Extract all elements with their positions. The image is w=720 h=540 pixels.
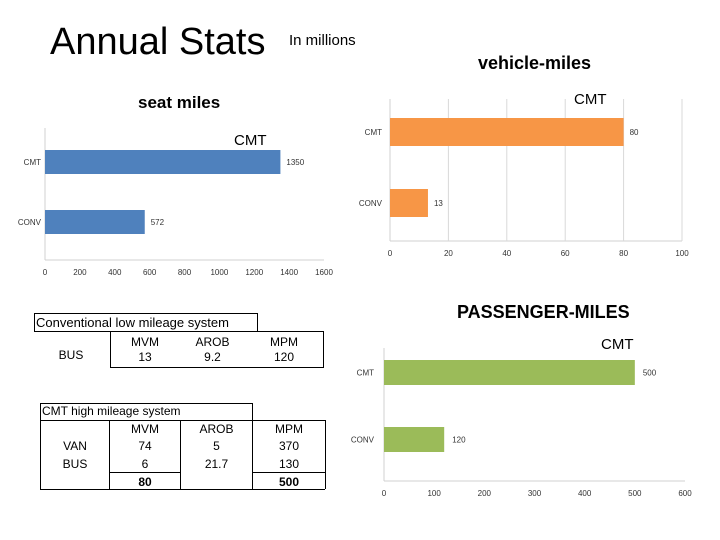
x-tick-label: 1200 — [245, 268, 263, 277]
bar — [390, 189, 428, 217]
x-tick-label: 200 — [478, 489, 492, 498]
data-label: 120 — [452, 436, 466, 445]
seat-miles-plot: 0 200 400 600 800 1000 1200 1400 1600 CMT 1350 CONV… — [18, 128, 333, 277]
table-cell: 21.7 — [204, 457, 229, 471]
x-tick-label: 800 — [178, 268, 192, 277]
data-label: 572 — [151, 218, 165, 227]
x-tick-label: 20 — [444, 249, 453, 258]
x-tick-label: 200 — [73, 268, 87, 277]
data-label: 500 — [643, 369, 657, 378]
bar — [390, 118, 624, 146]
row-label: BUS — [62, 457, 88, 471]
x-tick-label: 100 — [675, 249, 689, 258]
table-title: CMT high mileage system — [42, 404, 181, 418]
passenger-miles-plot: 0 100 200 300 400 500 600 CMT 500 CONV 120 — [351, 348, 692, 498]
chart-annotation: CMT — [601, 336, 634, 353]
vehicle-miles-plot: 0 20 40 60 80 100 CMT 80 CONV 13 — [359, 99, 689, 258]
data-label: 1350 — [286, 158, 304, 167]
x-tick-label: 40 — [502, 249, 511, 258]
table-total-cell: 80 — [138, 475, 152, 489]
x-tick-label: 0 — [388, 249, 393, 258]
y-tick-label: CONV — [18, 218, 42, 227]
x-tick-label: 1000 — [210, 268, 228, 277]
chart-annotation: CMT — [234, 132, 267, 149]
x-tick-label: 600 — [678, 489, 692, 498]
x-tick-label: 1400 — [280, 268, 298, 277]
y-tick-label: CMT — [365, 128, 382, 137]
table-cell: 6 — [141, 457, 149, 471]
table-cell: 9.2 — [204, 350, 221, 364]
chart-title: seat miles — [138, 93, 221, 112]
y-tick-label: CMT — [357, 369, 374, 378]
column-header: AROB — [199, 422, 234, 436]
table-cell: 120 — [273, 350, 295, 364]
x-tick-label: 300 — [528, 489, 542, 498]
table-cell: 5 — [213, 439, 220, 453]
subtitle: In millions — [289, 32, 356, 49]
data-label: 13 — [434, 199, 443, 208]
x-tick-label: 60 — [561, 249, 570, 258]
chart-title: PASSENGER-MILES — [457, 302, 630, 322]
x-tick-label: 500 — [628, 489, 642, 498]
column-header: MPM — [270, 335, 298, 349]
table-cell: 370 — [278, 439, 300, 453]
column-header: MPM — [275, 422, 303, 436]
table-total-cell: 500 — [278, 475, 300, 489]
x-tick-label: 100 — [427, 489, 441, 498]
y-tick-label: CMT — [24, 158, 41, 167]
data-label: 80 — [630, 128, 639, 137]
bar — [384, 427, 445, 452]
x-tick-label: 80 — [619, 249, 628, 258]
table-cell: 13 — [138, 350, 152, 364]
table-cell: 74 — [138, 439, 152, 453]
row-label: BUS — [58, 348, 84, 362]
table-title: Conventional low mileage system — [36, 315, 229, 330]
chart-annotation: CMT — [574, 91, 607, 108]
y-tick-label: CONV — [359, 199, 383, 208]
page-title: Annual Stats — [50, 21, 266, 63]
x-tick-label: 0 — [43, 268, 48, 277]
column-header: MVM — [131, 422, 159, 436]
x-tick-label: 1600 — [315, 268, 333, 277]
column-header: AROB — [195, 335, 230, 349]
x-tick-label: 400 — [108, 268, 122, 277]
bar — [384, 360, 635, 385]
y-tick-label: CONV — [351, 436, 375, 445]
bar — [45, 210, 145, 234]
column-header: MVM — [131, 335, 159, 349]
table-cell: 130 — [278, 457, 300, 471]
x-tick-label: 600 — [143, 268, 157, 277]
x-tick-label: 0 — [382, 489, 387, 498]
x-tick-label: 400 — [578, 489, 592, 498]
bar — [45, 150, 281, 174]
row-label: VAN — [63, 439, 87, 453]
chart-title: vehicle-miles — [478, 53, 592, 73]
